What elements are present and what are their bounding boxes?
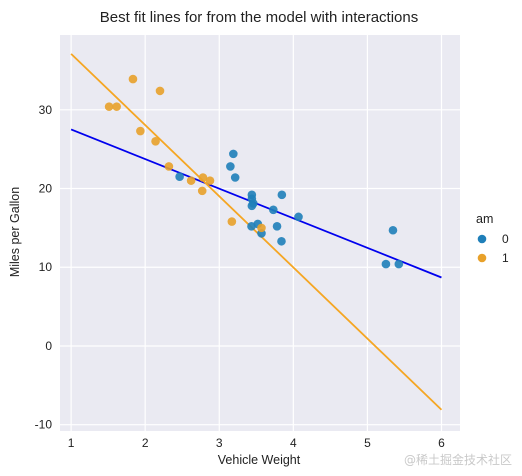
fit-line-am-1 xyxy=(70,53,443,411)
point-am-0 xyxy=(277,236,286,246)
point-am-1 xyxy=(197,186,207,196)
legend-marker-1 xyxy=(477,253,487,263)
point-am-0 xyxy=(230,173,240,182)
legend-marker-0 xyxy=(477,234,487,244)
x-tick-label: 2 xyxy=(142,436,149,450)
point-am-0 xyxy=(394,259,404,269)
point-am-0 xyxy=(247,201,257,211)
x-tick-label: 4 xyxy=(290,436,297,450)
y-axis-label: Miles per Gallon xyxy=(8,187,22,277)
point-am-0 xyxy=(381,259,391,269)
grid xyxy=(60,35,460,431)
y-tick-label: -10 xyxy=(35,418,53,432)
point-am-1 xyxy=(151,136,160,146)
point-am-1 xyxy=(136,126,145,136)
point-am-1 xyxy=(155,86,165,96)
point-am-0 xyxy=(269,205,278,215)
point-am-1 xyxy=(112,102,121,111)
y-tick-label: 10 xyxy=(39,260,53,274)
point-am-1 xyxy=(104,102,114,111)
point-am-0 xyxy=(247,222,256,231)
x-tick-labels: 1 2 3 4 5 6 xyxy=(68,436,445,450)
point-am-1 xyxy=(257,223,266,233)
chart-title: Best fit lines for from the model with i… xyxy=(100,9,418,26)
point-am-0 xyxy=(277,190,287,200)
watermark: @稀土掘金技术社区 xyxy=(403,453,512,467)
y-tick-label: 0 xyxy=(45,339,52,353)
point-am-0 xyxy=(272,222,282,231)
x-tick-label: 1 xyxy=(68,436,75,450)
x-tick-label: 5 xyxy=(364,436,371,450)
x-axis-label: Vehicle Weight xyxy=(218,453,301,467)
point-am-1 xyxy=(227,217,237,226)
point-am-1 xyxy=(164,162,174,171)
legend-title: am xyxy=(476,212,493,226)
point-am-0 xyxy=(388,225,398,235)
point-am-0 xyxy=(226,162,235,171)
x-tick-label: 3 xyxy=(216,436,223,450)
point-am-1 xyxy=(128,74,138,84)
point-am-1 xyxy=(205,176,215,185)
point-am-0 xyxy=(294,212,303,222)
y-tick-label: 20 xyxy=(39,182,53,196)
legend-label-0: 0 xyxy=(502,232,509,246)
y-tick-labels: -10 0 10 20 30 xyxy=(35,103,53,432)
point-am-0 xyxy=(247,190,257,200)
data-points xyxy=(104,74,404,269)
point-am-0 xyxy=(229,149,238,159)
point-am-0 xyxy=(175,172,184,182)
legend-label-1: 1 xyxy=(502,251,509,265)
legend: am 0 1 xyxy=(476,212,509,265)
point-am-1 xyxy=(186,176,196,185)
y-tick-label: 30 xyxy=(39,103,53,117)
x-tick-label: 6 xyxy=(438,436,445,450)
point-am-1 xyxy=(198,173,208,182)
